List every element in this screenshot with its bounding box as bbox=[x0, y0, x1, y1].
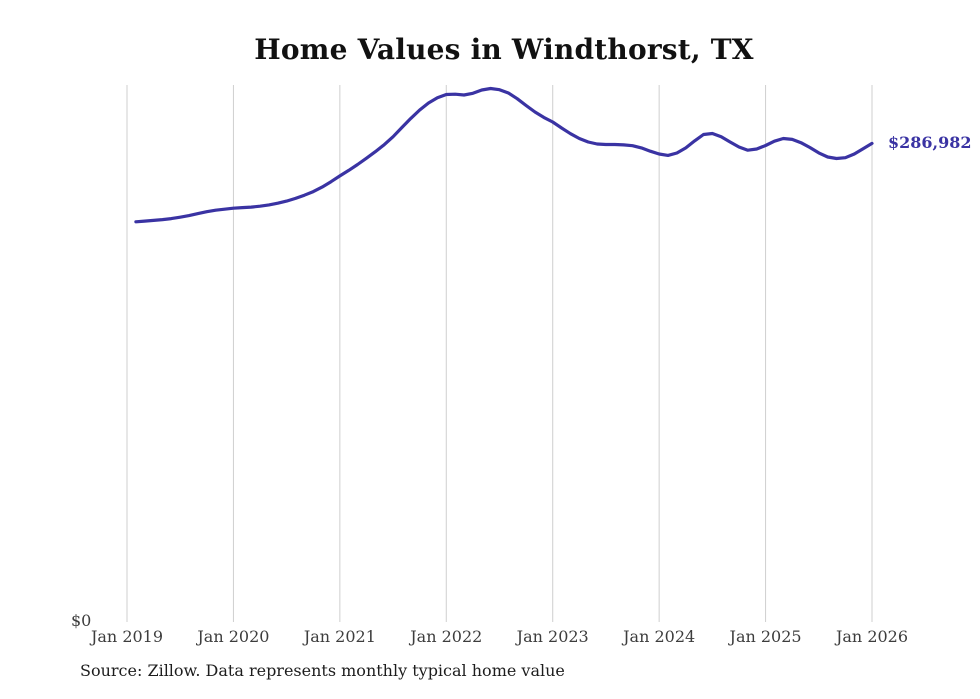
x-tick-label: Jan 2024 bbox=[623, 627, 696, 646]
x-tick-label: Jan 2025 bbox=[729, 627, 802, 646]
home-value-line bbox=[134, 86, 874, 224]
x-tick-label: Jan 2022 bbox=[410, 627, 483, 646]
x-tick-label: Jan 2019 bbox=[90, 627, 164, 646]
x-tick-label: Jan 2021 bbox=[303, 627, 376, 646]
y-axis-zero-label: $0 bbox=[71, 611, 92, 630]
x-tick-label: Jan 2020 bbox=[197, 627, 270, 646]
chart-title: Home Values in Windthorst, TX bbox=[254, 33, 754, 66]
x-tick-label: Jan 2023 bbox=[516, 627, 589, 646]
x-tick-label: Jan 2026 bbox=[835, 627, 909, 646]
source-note: Source: Zillow. Data represents monthly … bbox=[80, 661, 565, 680]
current-value-label: $286,982 bbox=[888, 133, 972, 152]
